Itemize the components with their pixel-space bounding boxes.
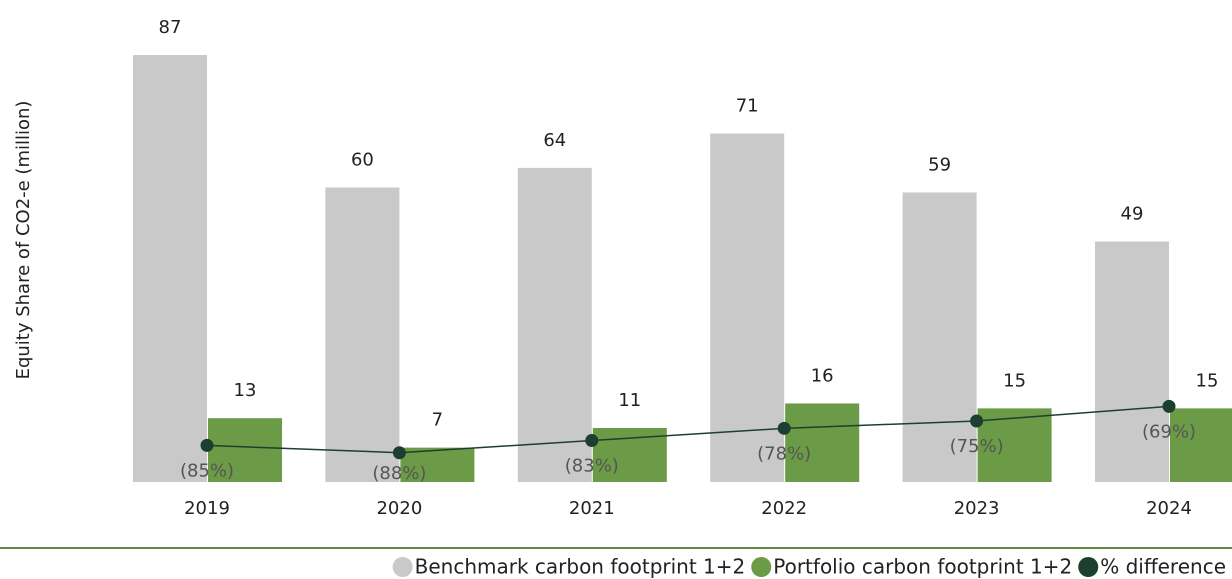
pct-label: (78%) xyxy=(757,443,811,464)
pct-label: (88%) xyxy=(372,463,426,484)
bar-value-label: 11 xyxy=(618,390,641,411)
legend-swatch xyxy=(1078,557,1099,577)
legend-swatch xyxy=(392,557,413,577)
pct-label: (69%) xyxy=(1142,421,1196,442)
bar xyxy=(325,187,400,482)
line-point xyxy=(392,446,406,460)
legend-label: Portfolio carbon footprint 1+2 xyxy=(773,555,1072,579)
bar-value-label: 15 xyxy=(1003,370,1026,391)
bar xyxy=(1095,241,1169,482)
legend-label: % difference xyxy=(1100,555,1226,579)
x-tick-label: 2023 xyxy=(954,498,1000,519)
line-point xyxy=(1162,399,1176,413)
line-point xyxy=(777,421,791,435)
bar-value-label: 64 xyxy=(543,130,566,151)
pct-label: (83%) xyxy=(565,456,619,477)
x-tick-label: 2019 xyxy=(184,498,230,519)
pct-label: (75%) xyxy=(950,436,1004,457)
bar xyxy=(710,133,785,482)
legend-swatch xyxy=(751,557,772,577)
bar-value-label: 7 xyxy=(432,410,443,431)
line-point xyxy=(200,438,214,452)
line xyxy=(206,405,1170,454)
x-tick-label: 2024 xyxy=(1146,498,1192,519)
bar xyxy=(785,403,860,482)
bar-value-label: 60 xyxy=(351,150,374,171)
bar-value-label: 59 xyxy=(928,154,951,175)
bar-value-label: 49 xyxy=(1121,204,1144,225)
bar xyxy=(133,55,207,482)
y-axis-label: Equity Share of CO2-e (million) xyxy=(13,101,34,380)
bar xyxy=(1170,408,1232,482)
bar xyxy=(902,192,977,482)
bar-value-label: 13 xyxy=(234,380,257,401)
line-point xyxy=(970,414,984,428)
x-tick-label: 2020 xyxy=(376,498,422,519)
x-tick-label: 2022 xyxy=(761,498,807,519)
bar xyxy=(517,167,592,482)
pct-label: (85%) xyxy=(180,460,234,481)
bar-value-label: 71 xyxy=(736,96,759,117)
legend-label: Benchmark carbon footprint 1+2 xyxy=(415,555,746,579)
bar-value-label: 87 xyxy=(159,17,182,38)
bar xyxy=(400,447,475,482)
bar-value-label: 15 xyxy=(1196,370,1219,391)
bar xyxy=(208,418,282,482)
x-tick-label: 2021 xyxy=(569,498,615,519)
bar-value-label: 16 xyxy=(811,365,834,386)
line-point xyxy=(585,434,599,448)
